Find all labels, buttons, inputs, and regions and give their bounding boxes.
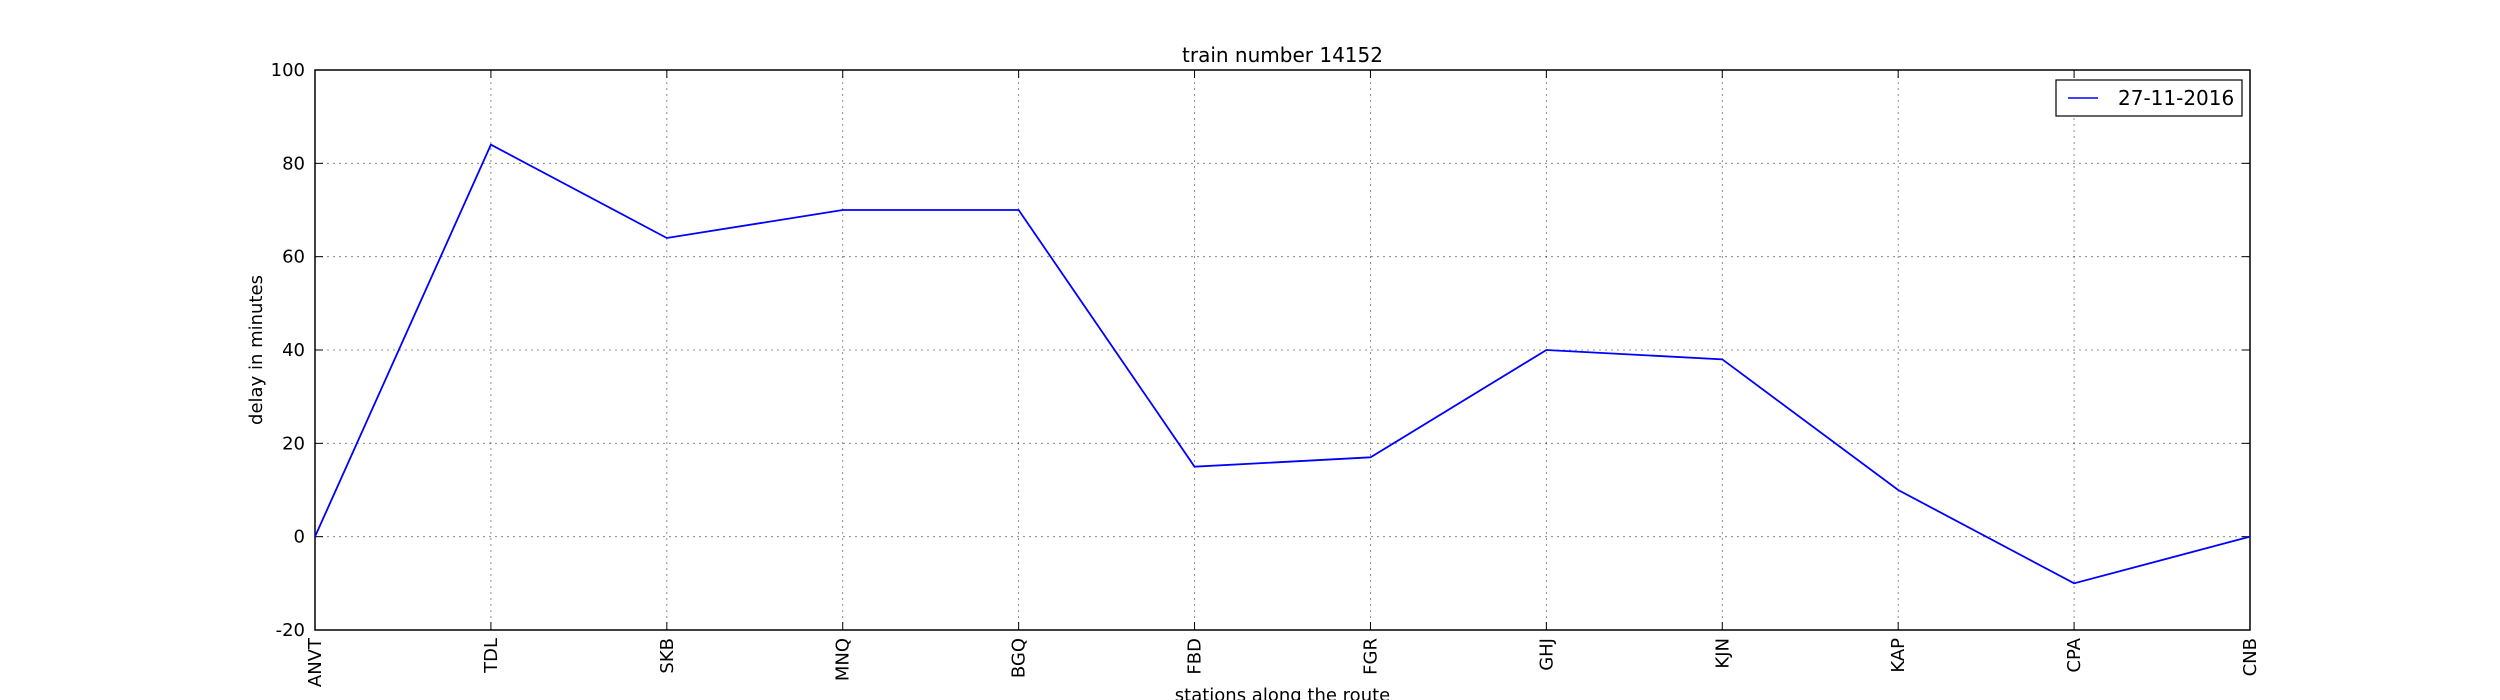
axis-ticks: -20 0 20 40 60 80 100 ANVT TDL SKB MNQ BGQ FBD FGR GHJ…	[271, 60, 2261, 687]
x-tick-label: KAP	[1888, 638, 1909, 673]
y-tick-label: 60	[282, 247, 305, 268]
x-tick-label: TDL	[481, 638, 502, 674]
y-tick-label: -20	[276, 620, 305, 641]
y-tick-label: 20	[282, 433, 305, 454]
x-tick-label: CNB	[2240, 638, 2261, 676]
series-lines	[314, 143, 2251, 585]
y-tick-label: 100	[271, 60, 305, 81]
series-line	[314, 143, 2251, 585]
y-tick-label: 80	[282, 153, 305, 174]
legend-label: 27-11-2016	[2118, 86, 2234, 110]
x-tick-label: MNQ	[833, 638, 854, 681]
x-tick-label: ANVT	[305, 637, 326, 687]
y-tick-label: 40	[282, 340, 305, 361]
x-tick-label: FGR	[1360, 638, 1381, 675]
x-tick-label: CPA	[2064, 637, 2085, 672]
y-tick-label: 0	[294, 527, 305, 548]
x-tick-label: GHJ	[1536, 638, 1557, 671]
x-tick-label: KJN	[1712, 638, 1733, 669]
x-tick-label: FBD	[1185, 638, 1206, 675]
x-tick-label: BGQ	[1009, 638, 1030, 678]
legend: 27-11-2016	[2055, 79, 2243, 117]
x-axis-label: stations along the route	[1175, 685, 1390, 700]
y-axis-label: delay in minutes	[246, 275, 267, 425]
grid-lines	[314, 69, 2251, 631]
chart-title: train number 14152	[1182, 43, 1383, 67]
x-tick-label: SKB	[657, 638, 678, 674]
